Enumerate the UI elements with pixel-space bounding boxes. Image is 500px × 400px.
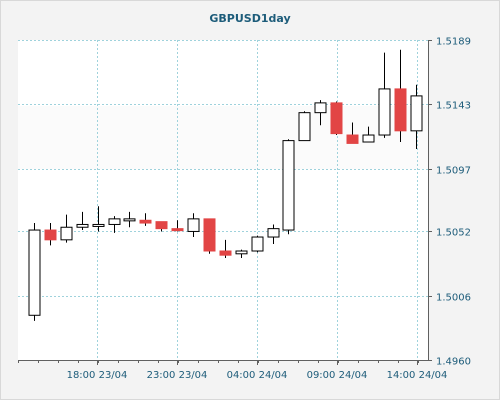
candle-body <box>44 229 57 241</box>
x-tick-label: 23:00 23/04 <box>147 370 208 381</box>
candle <box>394 49 407 143</box>
candle <box>76 211 89 231</box>
candle <box>155 221 168 232</box>
candle <box>28 223 41 321</box>
candle-body <box>410 95 423 132</box>
candles <box>28 49 423 321</box>
chart-title: GBPUSD1day <box>209 12 291 25</box>
candle-body <box>282 140 295 231</box>
y-tick-label: 1.5189 <box>436 37 471 48</box>
grid-lines <box>18 40 428 360</box>
candle <box>267 224 280 245</box>
plot-band <box>18 106 428 169</box>
candle-body <box>378 88 391 136</box>
candle-body <box>155 221 168 230</box>
candle-body <box>187 218 200 232</box>
candle <box>60 214 73 243</box>
candle-body <box>235 250 248 255</box>
candle-body <box>251 236 264 252</box>
x-tick-label: 14:00 24/04 <box>387 370 448 381</box>
candle-body <box>92 223 105 227</box>
candle <box>314 100 327 126</box>
candle <box>298 111 311 142</box>
candle <box>362 126 375 143</box>
candle <box>219 239 232 258</box>
candle-body <box>314 102 327 114</box>
candle <box>123 211 136 228</box>
candle-body <box>219 250 232 256</box>
candle <box>235 249 248 258</box>
candle <box>187 213 200 238</box>
candle-body <box>28 229 41 316</box>
plot-area <box>18 40 428 360</box>
candle <box>251 235 264 253</box>
candle-body <box>203 218 216 252</box>
candle-body <box>346 134 359 144</box>
candle <box>171 220 184 232</box>
candle-body <box>108 218 121 225</box>
candle-body <box>394 88 407 132</box>
candle-body <box>267 228 280 238</box>
axes <box>18 40 432 365</box>
candle <box>410 84 423 149</box>
x-tick-label: 09:00 24/04 <box>307 370 368 381</box>
candle <box>108 216 121 233</box>
candle <box>44 223 57 246</box>
candle <box>346 122 359 144</box>
candle <box>330 101 343 136</box>
y-tick-label: 1.5097 <box>436 166 471 177</box>
candle <box>282 139 295 235</box>
candle <box>378 52 391 138</box>
candle-body <box>362 134 375 143</box>
candle <box>139 213 152 226</box>
x-tick-label: 04:00 24/04 <box>227 370 288 381</box>
candle <box>92 206 105 232</box>
candle-body <box>139 219 152 224</box>
candle-body <box>123 218 136 222</box>
y-tick-label: 1.5006 <box>436 293 471 304</box>
y-tick-label: 1.4960 <box>436 357 471 368</box>
y-tick-label: 1.5052 <box>436 228 471 239</box>
tick-labels: 1.4960 1.5006 1.5052 1.5097 1.5143 1.5189 18:0… <box>67 37 471 382</box>
candle-body <box>171 228 184 232</box>
candle-body <box>330 102 343 135</box>
y-tick-label: 1.5143 <box>436 101 471 112</box>
candle-body <box>60 226 73 241</box>
candle-body <box>298 112 311 142</box>
candle <box>203 218 216 254</box>
x-tick-label: 18:00 23/04 <box>67 370 128 381</box>
candle-body <box>76 223 89 228</box>
